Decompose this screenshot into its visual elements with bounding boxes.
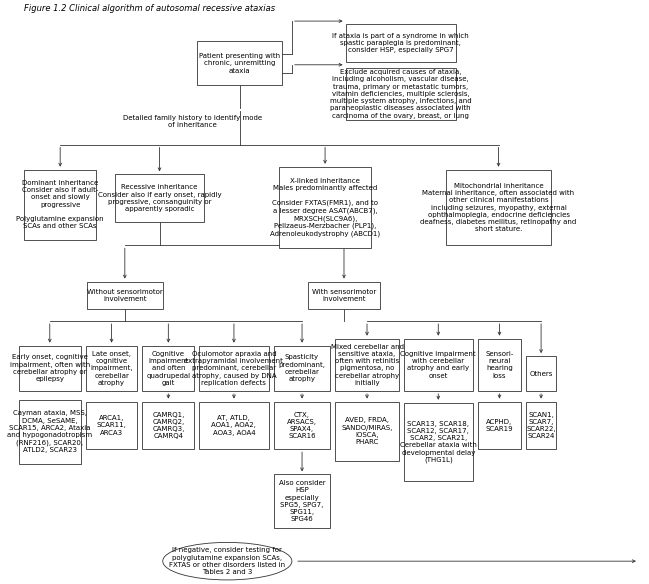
Bar bbox=[447, 169, 550, 245]
Text: X-linked inheritance
Males predominantly affected

Consider FXTAS(FMR1), and to
: X-linked inheritance Males predominantly… bbox=[270, 178, 380, 237]
Text: Early onset, cognitive
impairment, often with
cerebellar atrophy or
epilepsy: Early onset, cognitive impairment, often… bbox=[10, 354, 90, 382]
Text: With sensorimotor
involvement: With sensorimotor involvement bbox=[312, 289, 376, 302]
Text: Also consider
HSP
especially
SPG5, SPG7,
SPG11,
SPG46: Also consider HSP especially SPG5, SPG7,… bbox=[278, 480, 325, 522]
Bar bbox=[274, 346, 330, 391]
Bar bbox=[404, 403, 473, 481]
Text: AT, ATLD,
AOA1, AOA2,
AOA3, AOA4: AT, ATLD, AOA1, AOA2, AOA3, AOA4 bbox=[212, 415, 256, 436]
Text: Patient presenting with
chronic, unremitting
ataxia: Patient presenting with chronic, unremit… bbox=[199, 53, 280, 74]
Bar bbox=[199, 346, 269, 391]
Bar bbox=[19, 400, 80, 464]
Bar bbox=[336, 402, 398, 461]
Bar bbox=[19, 346, 80, 391]
Text: SCAN1,
SCAR7,
SCAR22,
SCAR24: SCAN1, SCAR7, SCAR22, SCAR24 bbox=[526, 412, 556, 439]
Bar bbox=[274, 402, 330, 449]
Bar bbox=[24, 169, 97, 239]
Bar bbox=[478, 402, 521, 449]
Text: Late onset,
cognitive
impairment,
cerebellar
atrophy: Late onset, cognitive impairment, cerebe… bbox=[90, 351, 133, 386]
Bar bbox=[86, 346, 138, 391]
Text: Cayman ataxia, MSS,
DCMA, SeSAME,
SCAR15, ARCA2, Ataxia
and hypogonadotropism
(R: Cayman ataxia, MSS, DCMA, SeSAME, SCAR15… bbox=[7, 411, 92, 453]
Text: Mitochondrial inheritance
Maternal inheritance, often associated with
other clin: Mitochondrial inheritance Maternal inher… bbox=[421, 183, 577, 232]
Bar bbox=[336, 339, 398, 391]
Text: Oculomotor apraxia and
extrapyramidal involvement
predominant, cerebellar
atroph: Oculomotor apraxia and extrapyramidal in… bbox=[184, 351, 284, 386]
Bar bbox=[143, 346, 194, 391]
Text: CAMRQ1,
CAMRQ2,
CAMRQ3,
CAMRQ4: CAMRQ1, CAMRQ2, CAMRQ3, CAMRQ4 bbox=[152, 412, 184, 439]
Bar bbox=[143, 402, 194, 449]
Bar bbox=[279, 167, 371, 248]
Text: Spasticity
predominant,
cerebellar
atrophy: Spasticity predominant, cerebellar atrop… bbox=[278, 354, 326, 382]
Bar bbox=[526, 356, 556, 391]
Text: Dominant inheritance
Consider also if adult-
onset and slowly
progressive

Polyg: Dominant inheritance Consider also if ad… bbox=[16, 180, 104, 230]
Bar bbox=[308, 281, 380, 310]
Text: Figure 1.2 Clinical algorithm of autosomal recessive ataxias: Figure 1.2 Clinical algorithm of autosom… bbox=[24, 4, 275, 13]
Text: CTX,
ARSACS,
SPAX4,
SCAR16: CTX, ARSACS, SPAX4, SCAR16 bbox=[287, 412, 317, 439]
Bar bbox=[404, 339, 473, 391]
Text: ACPHD,
SCAR19: ACPHD, SCAR19 bbox=[485, 419, 513, 432]
Text: If ataxia is part of a syndrome in which
spastic paraplegia is predominant,
cons: If ataxia is part of a syndrome in which… bbox=[332, 33, 469, 53]
Text: If negative, consider testing for
polyglutamine expansion SCAs,
FXTAS or other d: If negative, consider testing for polygl… bbox=[169, 547, 286, 575]
Ellipse shape bbox=[163, 543, 292, 580]
Text: AVED, FRDA,
SANDO/MIRAS,
IOSCA,
PHARC: AVED, FRDA, SANDO/MIRAS, IOSCA, PHARC bbox=[341, 418, 393, 445]
Text: Cognitive
impairment
and often
quadrupedal
gait: Cognitive impairment and often quadruped… bbox=[146, 351, 190, 386]
Bar bbox=[116, 174, 204, 222]
Bar bbox=[199, 402, 269, 449]
Text: Exclude acquired causes of ataxia,
including alcoholism, vascular disease,
traum: Exclude acquired causes of ataxia, inclu… bbox=[330, 69, 472, 119]
Bar bbox=[197, 41, 282, 85]
Text: Cognitive impairment
with cerebellar
atrophy and early
onset: Cognitive impairment with cerebellar atr… bbox=[400, 351, 476, 378]
Bar bbox=[87, 281, 163, 310]
Text: Detailed family history to identify mode
of inheritance: Detailed family history to identify mode… bbox=[123, 115, 262, 128]
Text: Without sensorimotor
involvement: Without sensorimotor involvement bbox=[87, 289, 163, 302]
Text: Recessive inheritance
Consider also if early onset, rapidly
progressive, consang: Recessive inheritance Consider also if e… bbox=[98, 185, 221, 212]
Bar bbox=[86, 402, 138, 449]
Bar bbox=[526, 402, 556, 449]
Bar bbox=[478, 339, 521, 391]
Text: Mixed cerebellar and
sensitive ataxia,
often with retinitis
pigmentosa, no
cereb: Mixed cerebellar and sensitive ataxia, o… bbox=[330, 344, 404, 386]
Text: Sensori-
neural
hearing
loss: Sensori- neural hearing loss bbox=[485, 351, 513, 378]
Text: SCAR13, SCAR18,
SCAR12, SCAR17,
SCAR2, SCAR21,
Cerebellar ataxia with
developmen: SCAR13, SCAR18, SCAR12, SCAR17, SCAR2, S… bbox=[400, 420, 477, 463]
Bar bbox=[345, 68, 456, 120]
Text: Others: Others bbox=[530, 371, 553, 377]
Text: ARCA1,
SCAR11,
ARCA3: ARCA1, SCAR11, ARCA3 bbox=[97, 415, 127, 436]
Bar bbox=[345, 24, 456, 62]
Bar bbox=[274, 474, 330, 528]
